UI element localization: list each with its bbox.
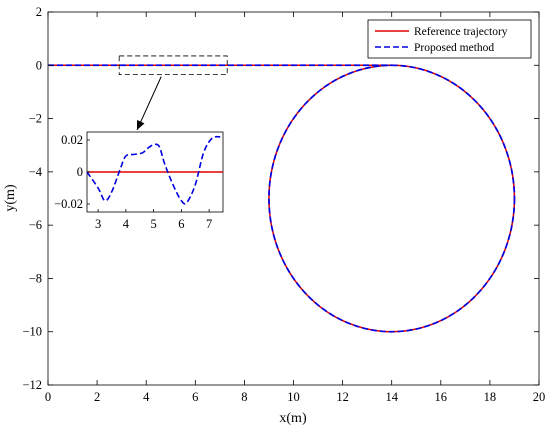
x-tick-label: 4 (143, 390, 150, 404)
inset-plot: 3 4 5 6 7 0.02 0 −0.02 (54, 131, 224, 231)
legend-label-proposed: Proposed method (414, 42, 494, 54)
y-tick-label: −8 (29, 271, 42, 285)
x-tick-label: 16 (435, 390, 448, 404)
x-axis-label: x(m) (279, 411, 307, 426)
x-tick-label: 0 (45, 390, 51, 404)
inset-x-tick-label: 7 (206, 217, 212, 231)
inset-x-tick-label: 3 (95, 217, 101, 231)
x-tick-label: 8 (241, 390, 247, 404)
y-axis-label: y(m) (3, 184, 18, 212)
legend-label-reference: Reference trajectory (414, 26, 508, 38)
y-tick-label: 0 (36, 58, 42, 72)
x-tick-label: 14 (385, 390, 398, 404)
y-tick-label: −2 (29, 112, 42, 126)
x-tick-label: 18 (484, 390, 497, 404)
legend-box (367, 19, 532, 59)
inset-y-tick-label: −0.02 (54, 197, 83, 211)
inset-x-tick-label: 5 (150, 217, 156, 231)
inset-proposed-curve (86, 135, 221, 205)
x-tick-label: 10 (287, 390, 300, 404)
zoom-box (118, 55, 228, 76)
inset-x-tick-label: 4 (123, 217, 130, 231)
x-tick-label: 12 (336, 390, 349, 404)
zoom-annotation (118, 55, 228, 131)
x-tick-label: 2 (94, 390, 100, 404)
inset-x-tick-label: 6 (178, 217, 184, 231)
main-plot (48, 64, 516, 333)
legend: Reference trajectory Proposed method (367, 19, 532, 59)
y-tick-label: −12 (22, 378, 42, 392)
y-tick-label: −10 (22, 325, 42, 339)
zoom-arrow-line (136, 76, 162, 131)
zoom-arrow-head (137, 120, 145, 130)
y-tick-label: −6 (29, 218, 42, 232)
y-tick-label: 2 (36, 5, 42, 19)
inset-y-tick-label: 0.02 (61, 133, 83, 147)
series-1-circle-segment (268, 64, 516, 333)
x-tick-label: 6 (192, 390, 198, 404)
x-tick-label: 20 (533, 390, 546, 404)
inset-y-tick-label: 0 (77, 165, 83, 179)
y-tick-label: −4 (29, 165, 43, 179)
